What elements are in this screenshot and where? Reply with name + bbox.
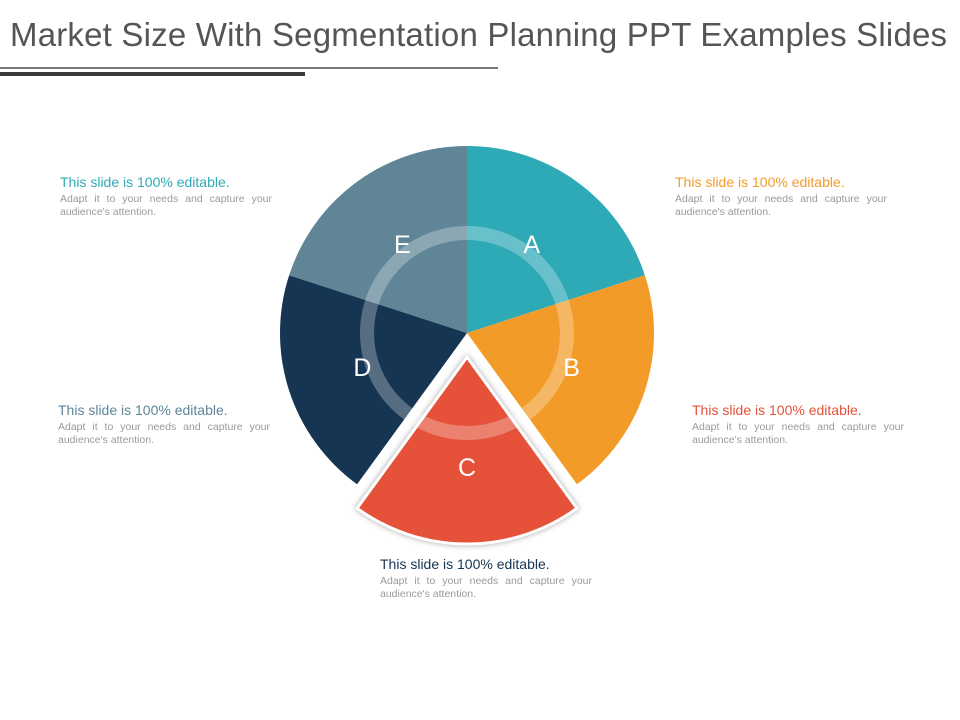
- segment-a: [467, 146, 645, 333]
- segment-b: [467, 275, 654, 485]
- segment-d-label: D: [353, 354, 371, 382]
- callout-d-text: Adapt it to your needs and capture your …: [380, 575, 592, 600]
- callout-b-heading: This slide is 100% editable.: [675, 174, 845, 190]
- segment-e-label: E: [394, 231, 411, 259]
- callout-e: This slide is 100% editable. Adapt it to…: [58, 402, 270, 447]
- callout-d: This slide is 100% editable. Adapt it to…: [380, 556, 592, 601]
- segment-e: [289, 146, 467, 333]
- callout-a-text: Adapt it to your needs and capture your …: [60, 193, 272, 218]
- callout-d-heading: This slide is 100% editable.: [380, 556, 550, 572]
- title-underline-thin: [0, 67, 498, 69]
- callout-b-text: Adapt it to your needs and capture your …: [675, 193, 887, 218]
- callout-a-heading: This slide is 100% editable.: [60, 174, 230, 190]
- callout-e-heading: This slide is 100% editable.: [58, 402, 228, 418]
- segment-c-label: C: [458, 454, 476, 482]
- inner-ring: [360, 226, 574, 440]
- page-title: Market Size With Segmentation Planning P…: [10, 16, 948, 53]
- segment-b-label: B: [563, 354, 580, 382]
- segment-a-label: A: [523, 231, 540, 259]
- callout-b: This slide is 100% editable. Adapt it to…: [675, 174, 887, 219]
- segment-d: [280, 275, 467, 485]
- segment-c: [354, 354, 580, 546]
- title-underline-thick: [0, 72, 305, 76]
- callout-e-text: Adapt it to your needs and capture your …: [58, 421, 270, 446]
- callout-c-text: Adapt it to your needs and capture your …: [692, 421, 904, 446]
- callout-a: This slide is 100% editable. Adapt it to…: [60, 174, 272, 219]
- callout-c: This slide is 100% editable. Adapt it to…: [692, 402, 904, 447]
- callout-c-heading: This slide is 100% editable.: [692, 402, 862, 418]
